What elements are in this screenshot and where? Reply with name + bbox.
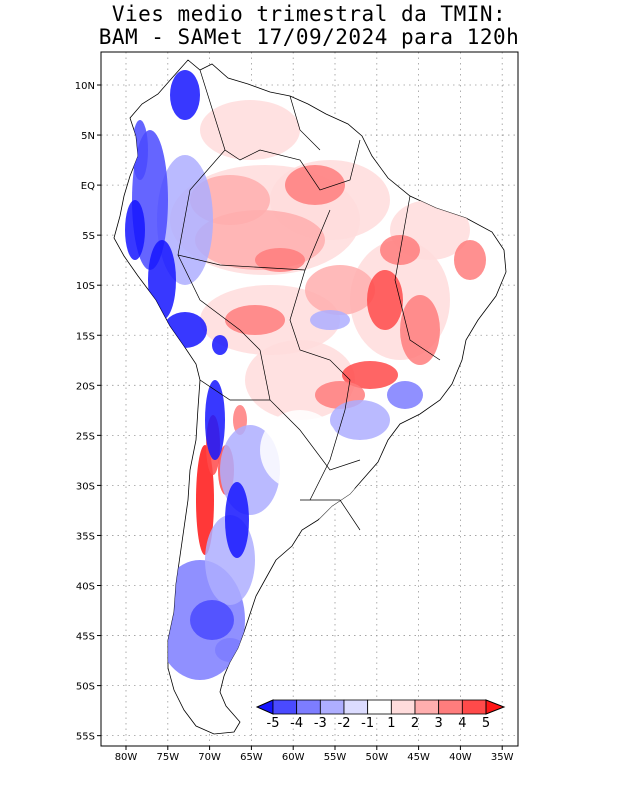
colorbar-label: -3 bbox=[314, 716, 327, 731]
continent-layer bbox=[113, 59, 507, 735]
lat-tick-label: 55S bbox=[76, 732, 95, 743]
colorbar-segment bbox=[319, 699, 345, 715]
colorbar-arrow-low bbox=[255, 699, 274, 715]
bias-cell bbox=[225, 305, 285, 335]
lat-tick-label: 20S bbox=[76, 381, 95, 392]
bias-cell bbox=[190, 600, 234, 640]
bias-cell bbox=[260, 410, 340, 490]
bias-cell bbox=[148, 240, 176, 320]
colorbar-label: -4 bbox=[290, 716, 303, 731]
lat-tick-label: 40S bbox=[76, 582, 95, 593]
colorbar-segment bbox=[343, 699, 369, 715]
border-line bbox=[289, 95, 321, 151]
colorbar-label: -2 bbox=[338, 716, 351, 731]
border-line bbox=[177, 254, 261, 351]
bias-cell bbox=[305, 265, 375, 315]
colorbar-segment bbox=[438, 699, 463, 715]
lat-tick-label: 5N bbox=[81, 131, 95, 142]
lat-tick-label: 50S bbox=[76, 682, 95, 693]
bias-cell bbox=[200, 100, 300, 160]
colorbar-label: 1 bbox=[387, 716, 395, 731]
lon-tick-label: 75W bbox=[156, 752, 179, 763]
bias-field bbox=[125, 70, 486, 680]
lon-tick-label: 45W bbox=[407, 752, 430, 763]
bias-cell bbox=[285, 165, 345, 205]
lat-tick-label: 5S bbox=[82, 231, 95, 242]
bias-cell bbox=[380, 235, 420, 265]
lon-tick-label: 70W bbox=[198, 752, 221, 763]
colorbar-segment bbox=[272, 699, 298, 715]
lon-tick-label: 40W bbox=[449, 752, 472, 763]
border-line bbox=[199, 379, 270, 401]
border-line bbox=[309, 409, 346, 501]
bias-cell bbox=[330, 400, 390, 440]
colorbar-segment bbox=[390, 699, 416, 715]
lon-tick-label: 50W bbox=[365, 752, 388, 763]
bias-cell bbox=[205, 380, 225, 460]
lat-tick-label: 35S bbox=[76, 531, 95, 542]
lat-tick-label: 10S bbox=[76, 281, 95, 292]
lon-tick-label: 35W bbox=[491, 752, 514, 763]
colorbar-label: 4 bbox=[458, 716, 466, 731]
bias-cell bbox=[255, 248, 305, 272]
colorbar-segment bbox=[414, 699, 440, 715]
bias-cell bbox=[170, 70, 200, 120]
border-line bbox=[289, 269, 351, 411]
lon-tick-label: 65W bbox=[240, 752, 263, 763]
bias-cell bbox=[212, 335, 228, 355]
colorbar-segment bbox=[296, 699, 321, 715]
colorbar-label: 2 bbox=[411, 716, 419, 731]
bias-cell bbox=[387, 381, 423, 409]
country-borders bbox=[177, 69, 441, 531]
bias-cell bbox=[163, 312, 207, 348]
lon-tick-label: 80W bbox=[115, 752, 138, 763]
lon-tick-label: 60W bbox=[282, 752, 305, 763]
colorbar-arrow-high bbox=[485, 699, 506, 715]
colorbar: -5 -4 -3 -2 -1 1 2 3 4 5 bbox=[255, 699, 506, 731]
colorbar-label: 3 bbox=[435, 716, 443, 731]
bias-cell bbox=[454, 240, 486, 280]
colorbar-label: -5 bbox=[267, 716, 280, 731]
colorbar-segment bbox=[367, 699, 392, 715]
lat-tick-label: 25S bbox=[76, 431, 95, 442]
bias-cell bbox=[310, 310, 350, 330]
bias-cell bbox=[342, 361, 398, 389]
bias-cell bbox=[132, 120, 148, 180]
latitude-ticks: 10N 5N EQ 5S 10S 15S 20S 25S 30S 35S 40S 45S 50S 55S bbox=[75, 81, 101, 743]
lon-tick-label: 55W bbox=[324, 752, 347, 763]
border-line bbox=[199, 69, 361, 191]
border-line bbox=[394, 195, 441, 361]
lat-tick-label: 30S bbox=[76, 481, 95, 492]
colorbar-label: 5 bbox=[482, 716, 490, 731]
bias-cell bbox=[400, 295, 440, 365]
colorbar-label: -1 bbox=[361, 716, 374, 731]
border-line bbox=[259, 349, 361, 471]
lat-tick-label: 15S bbox=[76, 331, 95, 342]
lat-tick-label: 10N bbox=[75, 81, 95, 92]
map-frame bbox=[100, 51, 519, 747]
border-line bbox=[300, 499, 361, 531]
lat-tick-label: 45S bbox=[76, 632, 95, 643]
bias-cell bbox=[196, 445, 214, 555]
colorbar-segment bbox=[461, 699, 487, 715]
title-line-1: Vies medio trimestral da TMIN: bbox=[111, 2, 507, 26]
longitude-ticks: 80W 75W 70W 65W 60W 55W 50W 45W 40W 35W bbox=[115, 746, 514, 763]
bias-cell bbox=[367, 270, 403, 330]
bias-cell bbox=[225, 482, 249, 558]
bias-cell bbox=[125, 200, 145, 260]
lat-tick-label: EQ bbox=[81, 181, 95, 192]
title-line-2: BAM - SAMet 17/09/2024 para 120h bbox=[98, 25, 520, 49]
border-line bbox=[177, 149, 331, 271]
